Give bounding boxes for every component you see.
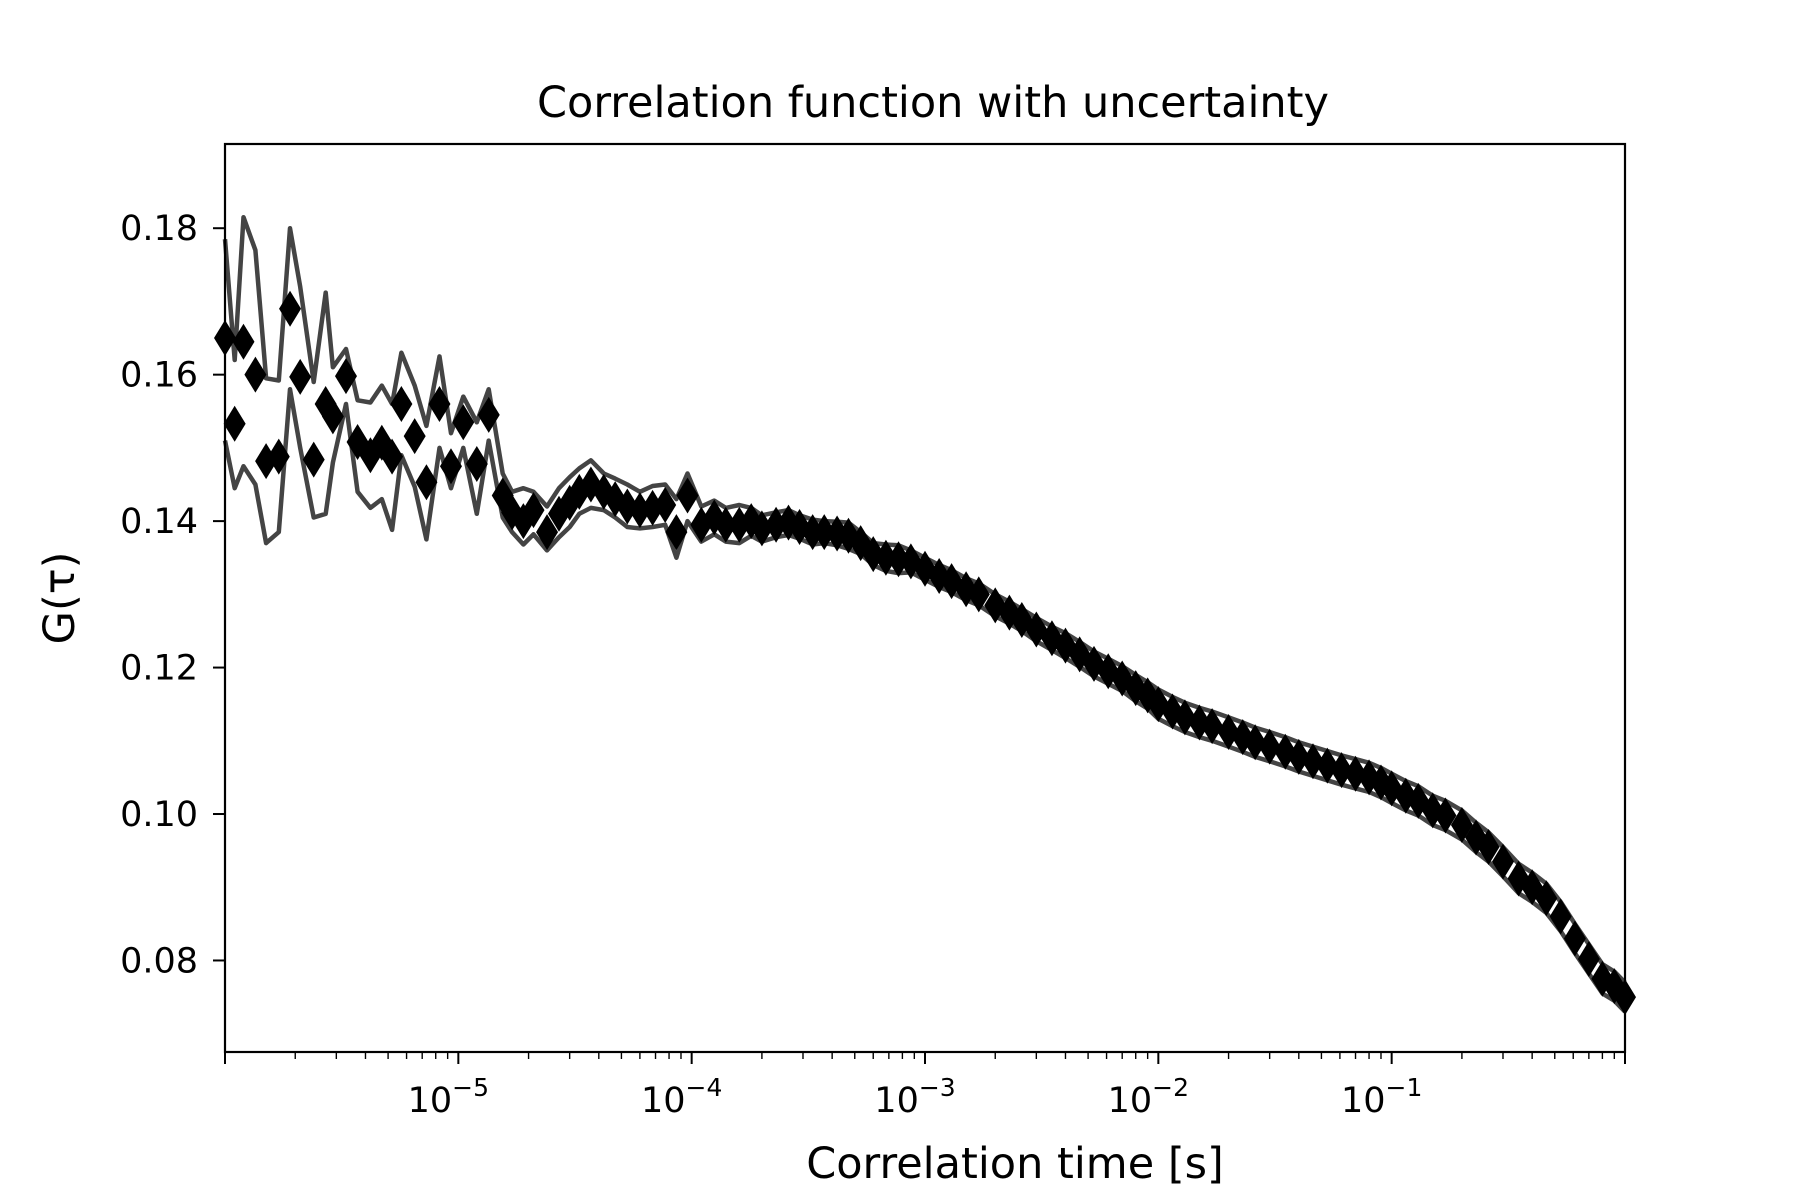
- upper-band-line: [222, 214, 1627, 984]
- data-point: [1535, 880, 1558, 917]
- data-point: [477, 396, 500, 433]
- data-point: [244, 356, 267, 393]
- data-point: [750, 510, 773, 547]
- x-tick-label: 10−3: [874, 1073, 955, 1121]
- data-point: [1244, 724, 1267, 761]
- y-axis-ticks: 0.08 0.10 0.12 0.14 0.16 0.18: [120, 209, 225, 981]
- x-axis-ticks: 10−5 10−4 10−3 10−2 10−1: [224, 1052, 1626, 1121]
- data-point: [1316, 747, 1339, 784]
- data-point: [1287, 738, 1310, 775]
- data-point: [1201, 708, 1224, 745]
- data-point: [1344, 755, 1367, 792]
- data-point: [628, 492, 651, 529]
- data-point: [1491, 843, 1514, 880]
- x-tick-label: 10−4: [641, 1073, 722, 1121]
- plot-area: [214, 214, 1636, 1016]
- y-tick-label: 0.18: [120, 209, 198, 249]
- x-tick-label: 10−1: [1341, 1073, 1422, 1121]
- data-point: [967, 576, 990, 613]
- data-point: [676, 477, 699, 514]
- data-point: [813, 514, 836, 551]
- data-point: [801, 514, 824, 551]
- data-point: [1563, 920, 1586, 957]
- y-axis-label: G(τ): [35, 552, 85, 645]
- data-point: [1549, 898, 1572, 935]
- y-tick-label: 0.10: [120, 795, 198, 835]
- data-point: [1217, 714, 1240, 751]
- data-point: [390, 385, 413, 422]
- data-point: [289, 358, 312, 395]
- data-point: [887, 541, 910, 578]
- uncertainty-bands: [222, 214, 1627, 1014]
- data-point: [321, 398, 344, 435]
- data-point: [491, 477, 514, 514]
- x-axis-label: Correlation time [s]: [806, 1139, 1224, 1189]
- data-point: [536, 514, 559, 551]
- data-points: [214, 290, 1636, 1016]
- y-tick-label: 0.08: [120, 941, 198, 981]
- data-point: [1330, 752, 1353, 789]
- data-point: [690, 506, 713, 543]
- data-point: [334, 358, 357, 395]
- x-tick-label: 10−5: [408, 1073, 489, 1121]
- x-tick-label: 10−2: [1108, 1073, 1189, 1121]
- y-tick-label: 0.16: [120, 356, 198, 396]
- plot-frame: [223, 142, 1627, 1054]
- data-point: [1301, 743, 1324, 780]
- data-point: [223, 405, 246, 442]
- data-point: [1434, 797, 1457, 834]
- data-point: [302, 441, 325, 478]
- data-point: [439, 448, 462, 485]
- data-point: [1010, 601, 1033, 638]
- data-point: [765, 506, 788, 543]
- data-point: [267, 438, 290, 475]
- data-point: [1173, 699, 1196, 736]
- data-point: [547, 495, 570, 532]
- data-point: [403, 418, 426, 455]
- data-point: [1577, 941, 1600, 978]
- data-point: [728, 506, 751, 543]
- data-point: [232, 323, 255, 360]
- chart-title: Correlation function with uncertainty: [537, 78, 1329, 128]
- data-point: [428, 385, 451, 422]
- data-point: [1258, 728, 1281, 765]
- data-point: [665, 514, 688, 551]
- data-point: [1477, 828, 1500, 865]
- data-point: [415, 464, 438, 501]
- data-point: [452, 404, 475, 441]
- data-point: [654, 487, 677, 524]
- data-point: [381, 438, 404, 475]
- data-point: [465, 445, 488, 482]
- data-point: [874, 539, 897, 576]
- data-point: [522, 492, 545, 529]
- data-point: [279, 290, 302, 327]
- y-tick-label: 0.14: [120, 502, 198, 542]
- y-tick-label: 0.12: [120, 649, 198, 689]
- data-point: [714, 506, 737, 543]
